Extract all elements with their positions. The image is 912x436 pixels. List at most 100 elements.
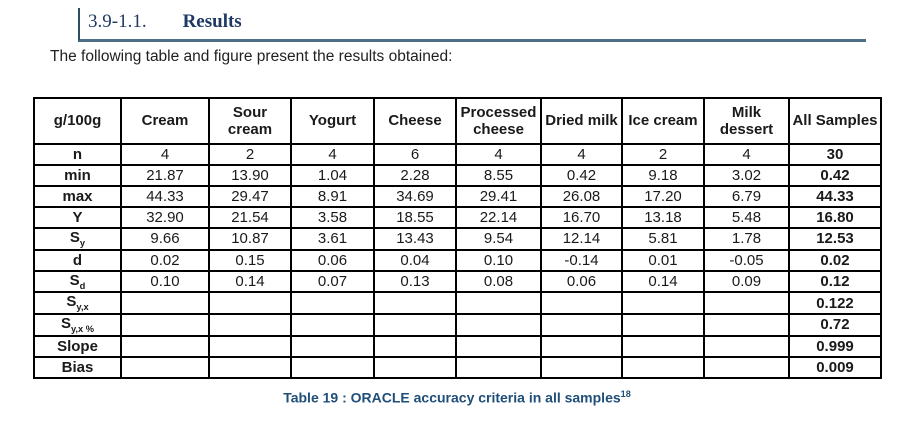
table-cell-shaded	[703, 313, 790, 337]
table-cell-all-samples: 0.02	[788, 248, 882, 272]
table-cell: 13.90	[208, 164, 292, 187]
column-header-sour-cream: Sour cream	[208, 97, 292, 145]
table-cell: 9.54	[455, 227, 542, 251]
table-cell-shaded	[703, 334, 790, 358]
table-cell-all-samples: 0.42	[788, 164, 882, 187]
table-cell-all-samples: 12.53	[788, 227, 882, 251]
table-cell-shaded	[540, 291, 623, 316]
table-cell: 0.13	[373, 269, 457, 294]
table-cell: 4	[120, 143, 210, 166]
table-cell: 4	[290, 143, 375, 166]
row-label: n	[33, 143, 122, 166]
table-cell: 8.55	[455, 164, 542, 187]
table-cell-all-samples: 0.12	[788, 269, 882, 294]
table-cell-shaded	[120, 313, 210, 337]
intro-text: The following table and figure present t…	[50, 48, 453, 65]
footnote-reference: 18	[620, 389, 631, 399]
table-caption: Table 19 : ORACLE accuracy criteria in a…	[33, 389, 881, 406]
column-header-dried-milk: Dried milk	[540, 97, 623, 145]
table-cell: 8.91	[290, 185, 375, 208]
table-cell-shaded	[455, 334, 542, 358]
table-cell: 29.47	[208, 185, 292, 208]
table-cell: 0.10	[455, 248, 542, 272]
table-cell-shaded	[455, 291, 542, 316]
table-cell-shaded	[703, 355, 790, 379]
table-cell: 18.55	[373, 206, 457, 229]
table-cell: 0.07	[290, 269, 375, 294]
table-cell: 16.70	[540, 206, 623, 229]
section-heading: 3.9-1.1. Results	[78, 8, 866, 42]
table-row-max: max 44.33 29.47 8.91 34.69 29.41 26.08 1…	[33, 185, 882, 208]
table-cell: 29.41	[455, 185, 542, 208]
table-row-Sd: Sd 0.10 0.14 0.07 0.13 0.08 0.06 0.14 0.…	[33, 269, 882, 294]
table-cell-shaded	[120, 334, 210, 358]
table-cell: 9.18	[621, 164, 705, 187]
table-cell: 2.28	[373, 164, 457, 187]
table-cell-shaded	[208, 355, 292, 379]
table-cell: 3.61	[290, 227, 375, 251]
table-cell: 17.20	[621, 185, 705, 208]
table-cell: 34.69	[373, 185, 457, 208]
table-cell: 3.02	[703, 164, 790, 187]
table-cell: 32.90	[120, 206, 210, 229]
table-cell: 0.15	[208, 248, 292, 272]
table-row-n: n 4 2 4 6 4 4 2 4 30	[33, 143, 882, 166]
table-cell: 0.14	[208, 269, 292, 294]
row-label: Slope	[33, 334, 122, 358]
table-cell: 4	[455, 143, 542, 166]
results-table: g/100g Cream Sour cream Yogurt Cheese Pr…	[33, 97, 882, 379]
table-cell-all-samples: 44.33	[788, 185, 882, 208]
table-cell: 13.43	[373, 227, 457, 251]
table-cell: 0.01	[621, 248, 705, 272]
table-cell-shaded	[703, 291, 790, 316]
table-cell-shaded	[208, 291, 292, 316]
table-cell: 22.14	[455, 206, 542, 229]
row-label: Bias	[33, 355, 122, 379]
row-label: Sd	[33, 269, 122, 294]
header-row: g/100g Cream Sour cream Yogurt Cheese Pr…	[33, 97, 882, 145]
table-row-min: min 21.87 13.90 1.04 2.28 8.55 0.42 9.18…	[33, 164, 882, 187]
table-row-Sy: Sy 9.66 10.87 3.61 13.43 9.54 12.14 5.81…	[33, 227, 882, 251]
column-header-yogurt: Yogurt	[290, 97, 375, 145]
table-cell-shaded	[373, 334, 457, 358]
table-cell-all-samples: 0.009	[788, 355, 882, 379]
table-cell: 0.08	[455, 269, 542, 294]
table-cell: 0.06	[290, 248, 375, 272]
table-row-Syx: Sy,x 0.122	[33, 291, 882, 316]
table-cell: 5.81	[621, 227, 705, 251]
table-cell-shaded	[621, 334, 705, 358]
row-label: min	[33, 164, 122, 187]
table-cell-all-samples: 30	[788, 143, 882, 166]
table-cell-shaded	[290, 334, 375, 358]
table-cell: -0.14	[540, 248, 623, 272]
column-header-cream: Cream	[120, 97, 210, 145]
column-header-unit: g/100g	[33, 97, 122, 145]
table-cell: 6	[373, 143, 457, 166]
table-cell: 21.54	[208, 206, 292, 229]
table-cell: 4	[540, 143, 623, 166]
table-cell: 44.33	[120, 185, 210, 208]
table-cell: 6.79	[703, 185, 790, 208]
table-cell-all-samples: 0.72	[788, 313, 882, 337]
table-cell: 5.48	[703, 206, 790, 229]
table-cell-shaded	[621, 291, 705, 316]
table-cell-shaded	[621, 355, 705, 379]
table-cell-shaded	[373, 313, 457, 337]
table-row-Y: Y 32.90 21.54 3.58 18.55 22.14 16.70 13.…	[33, 206, 882, 229]
table-row-slope: Slope 0.999	[33, 334, 882, 358]
table-cell: 0.42	[540, 164, 623, 187]
table-cell: 9.66	[120, 227, 210, 251]
table-cell-shaded	[455, 313, 542, 337]
table-row-Syx-pct: Sy,x % 0.72	[33, 313, 882, 337]
row-label: Y	[33, 206, 122, 229]
table-cell: 4	[703, 143, 790, 166]
table-cell-shaded	[208, 334, 292, 358]
table-cell-shaded	[290, 313, 375, 337]
row-label: d	[33, 248, 122, 272]
section-title: Results	[182, 11, 242, 32]
table-cell-shaded	[290, 291, 375, 316]
table-cell-shaded	[208, 313, 292, 337]
table-cell: 0.09	[703, 269, 790, 294]
column-header-milk-dessert: Milk dessert	[703, 97, 790, 145]
